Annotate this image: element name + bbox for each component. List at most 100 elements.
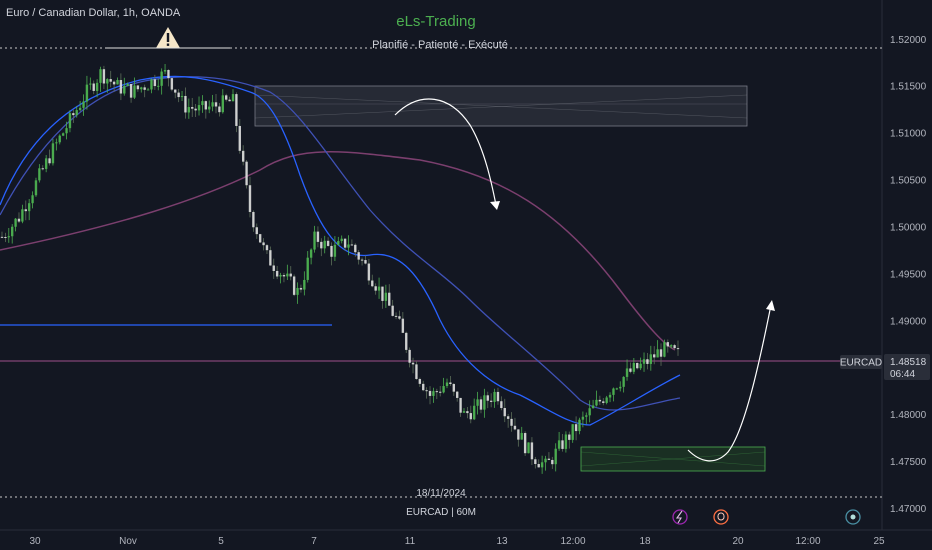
projection-arrow-up (687, 304, 772, 462)
candle-body (585, 415, 588, 417)
brand-label: eLs-Trading (396, 13, 475, 30)
price-tag-countdown: 06:44 (890, 369, 915, 380)
candle-body (279, 275, 282, 277)
candle-body (619, 386, 622, 389)
price-tick-label: 1.51000 (890, 129, 927, 140)
candle-body (112, 81, 116, 85)
candle-body (561, 440, 564, 449)
candle-body (72, 113, 75, 116)
price-tag[interactable]: EURCAD 1.48518 06:44 (840, 354, 930, 380)
date-label: 18/11/2024 (416, 488, 466, 499)
candle-body (588, 408, 591, 416)
candle-body (489, 400, 493, 402)
candle-body (455, 391, 459, 398)
candle-body (41, 168, 44, 170)
candle-body (659, 349, 663, 357)
candle-body (381, 286, 384, 301)
candle-body (123, 85, 126, 94)
candle-body (167, 69, 170, 79)
time-tick-label: 5 (218, 536, 224, 547)
candle-body (292, 276, 296, 295)
candle-body (527, 442, 530, 454)
bell-icon[interactable] (713, 509, 729, 525)
candle-body (140, 87, 143, 90)
candle-body (252, 211, 255, 228)
candle-body (343, 238, 347, 248)
time-axis[interactable]: 30 Nov 5 7 11 13 12:00 18 20 12:00 25 (29, 536, 885, 547)
projection-arrow-down (394, 98, 497, 206)
candle-body (612, 388, 615, 395)
price-tick-label: 1.51500 (890, 82, 927, 93)
candle-body (374, 286, 377, 291)
candle-body (180, 95, 184, 98)
candle-body (568, 434, 571, 440)
candle-body (523, 433, 527, 454)
candle-body (146, 89, 150, 91)
candle-body (0, 236, 4, 238)
candle-body (218, 106, 221, 113)
candle-body (296, 287, 299, 295)
candle-body (673, 345, 676, 349)
arrow-head-up-icon (766, 300, 775, 311)
candle-body (34, 180, 38, 196)
candle-body (160, 71, 163, 86)
candle-body (106, 79, 109, 84)
flash-icon[interactable] (672, 509, 688, 525)
settings-icon[interactable] (845, 509, 861, 525)
candle-body (357, 252, 360, 260)
candle-body (534, 459, 537, 465)
time-tick-label: 30 (29, 536, 41, 547)
candle-body (472, 405, 476, 420)
candle-body (513, 425, 517, 430)
candle-body (452, 384, 455, 392)
candle-body (422, 383, 425, 391)
candle-body (469, 413, 472, 420)
candle-body (211, 102, 214, 107)
candle-body (656, 349, 659, 358)
candle-body (530, 442, 534, 460)
candle-body (241, 150, 245, 162)
candle-body (44, 158, 48, 169)
candle-body (116, 80, 119, 85)
candle-body (299, 287, 303, 290)
candle-body (388, 292, 391, 306)
candlestick-series (0, 63, 680, 474)
candle-body (581, 416, 585, 420)
price-tick-label: 1.47000 (890, 504, 927, 515)
arrow-head-down-icon (490, 201, 500, 210)
time-tick-label: Nov (119, 536, 137, 547)
candle-body (394, 315, 398, 317)
time-tick-label: 12:00 (560, 536, 585, 547)
price-tick-label: 1.48000 (890, 410, 927, 421)
candle-body (248, 185, 252, 212)
candle-body (466, 411, 469, 414)
candle-body (153, 79, 157, 87)
demand-zone[interactable] (580, 446, 766, 472)
candle-body (55, 142, 58, 144)
candle-body (350, 244, 354, 246)
candle-body (24, 209, 27, 212)
candle-body (303, 279, 306, 290)
price-tick-label: 1.47500 (890, 457, 927, 468)
candle-body (309, 249, 313, 258)
candle-body (639, 363, 642, 369)
candle-body (177, 92, 180, 98)
candle-body (544, 458, 547, 463)
candle-body (354, 244, 357, 253)
candle-body (126, 84, 129, 86)
candle-body (4, 237, 7, 239)
candle-body (608, 394, 612, 398)
price-tick-label: 1.50000 (890, 222, 927, 233)
candle-body (347, 244, 350, 248)
candle-body (636, 362, 639, 369)
candle-body (408, 349, 411, 363)
candle-body (187, 107, 191, 113)
symbol-interval-label: EURCAD | 60M (406, 507, 476, 518)
candle-body (517, 429, 520, 440)
warning-icon[interactable] (156, 27, 180, 48)
candle-body (99, 69, 102, 83)
candle-body (364, 260, 367, 264)
supply-zone[interactable] (254, 85, 748, 127)
candle-body (476, 399, 479, 406)
